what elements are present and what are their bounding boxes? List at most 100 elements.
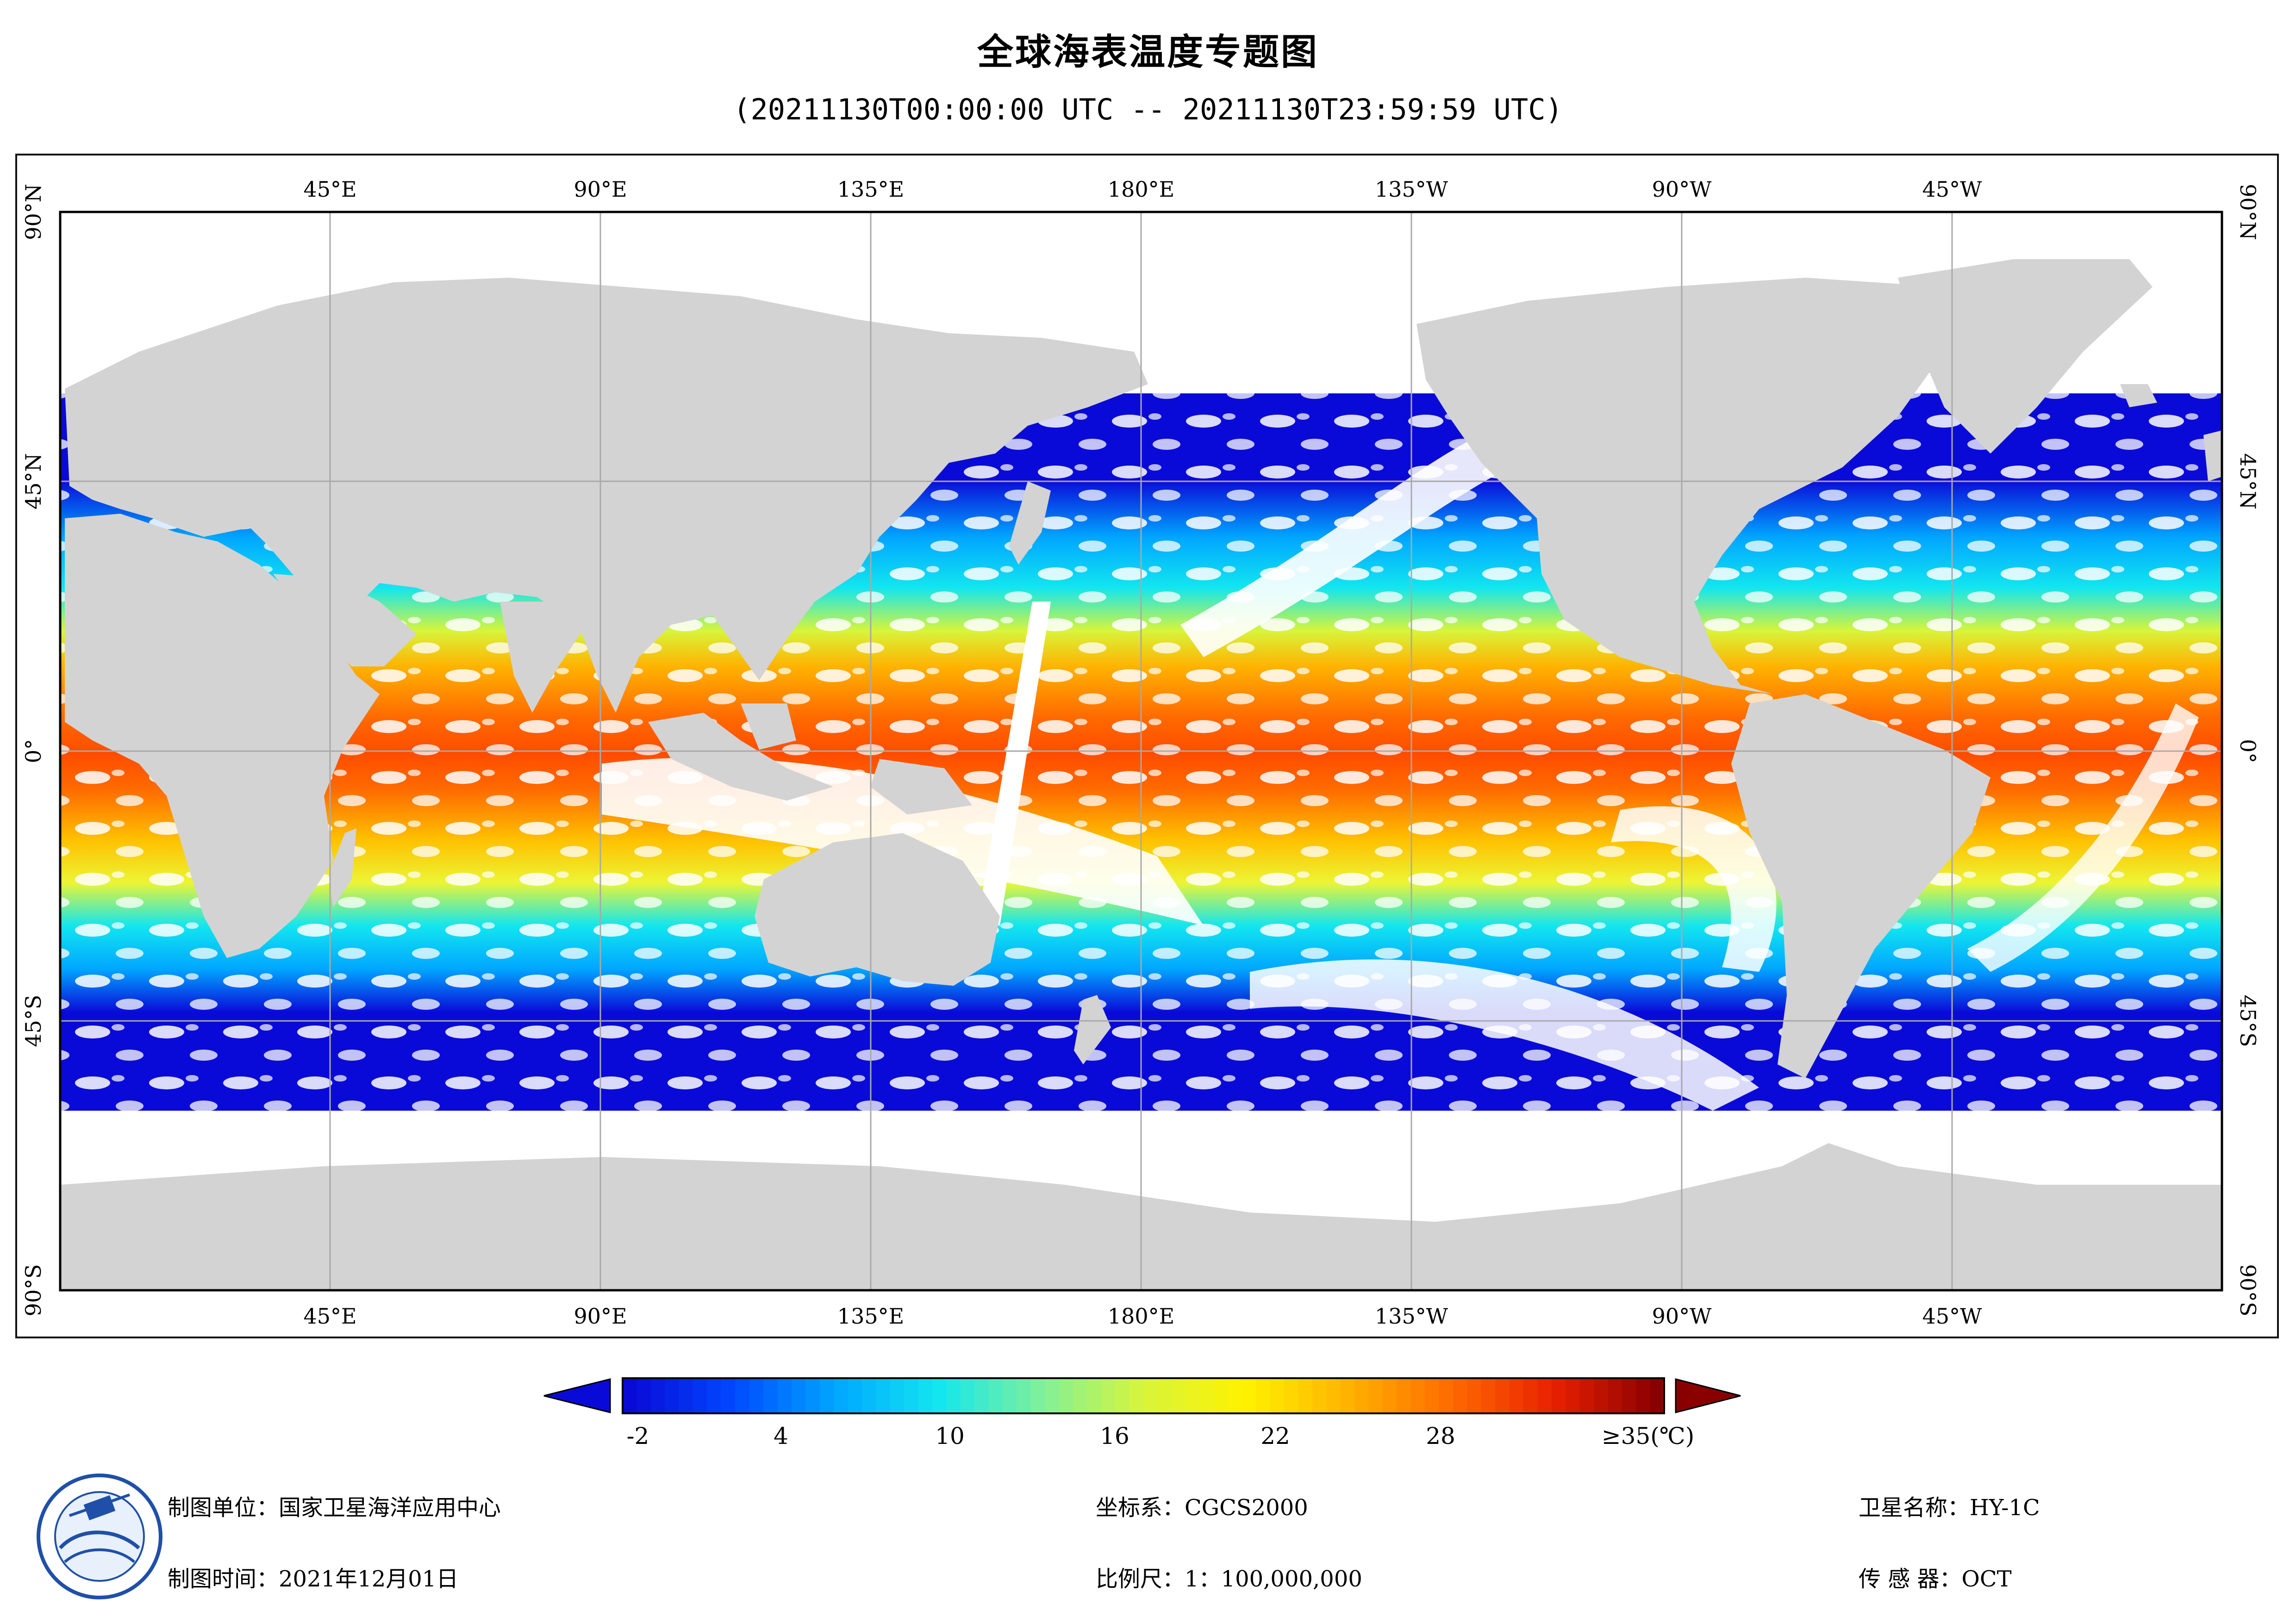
colorbar-cell — [1143, 1378, 1158, 1413]
org-label: 制图单位：国家卫星海洋应用中心 — [168, 1495, 501, 1521]
colorbar-cell — [1537, 1378, 1552, 1413]
colorbar-cell — [932, 1378, 947, 1413]
colorbar-cell — [1228, 1378, 1242, 1413]
lon-tick-top: 135°E — [837, 177, 904, 202]
lon-tick-bottom: 45°E — [303, 1304, 356, 1329]
lat-tick-right: 45°N — [2235, 453, 2260, 510]
colorbar-tick-label: ≥35(℃) — [1602, 1423, 1694, 1449]
colorbar-cell — [1650, 1378, 1665, 1413]
colorbar-cell — [1073, 1378, 1087, 1413]
colorbar-cell — [918, 1378, 933, 1413]
colorbar-cell — [834, 1378, 849, 1413]
colorbar-cell — [721, 1378, 736, 1413]
colorbar-cell — [1340, 1378, 1355, 1413]
lat-tick-left: 45°S — [21, 995, 46, 1047]
colorbar-cell — [819, 1378, 834, 1413]
colorbar-cell — [1087, 1378, 1102, 1413]
colorbar-tick-label: -2 — [627, 1423, 649, 1449]
lat-tick-left: 0° — [21, 739, 46, 763]
lon-tick-top: 180°E — [1108, 177, 1174, 202]
colorbar-cell — [1002, 1378, 1017, 1413]
colorbar-cell — [1410, 1378, 1425, 1413]
colorbar-min-arrow — [543, 1378, 611, 1413]
colorbar-cell — [1439, 1378, 1454, 1413]
lon-tick-bottom: 90°E — [574, 1304, 627, 1329]
colorbar-cell — [1312, 1378, 1327, 1413]
colorbar-cell — [791, 1378, 806, 1413]
colorbar-cell — [1199, 1378, 1214, 1413]
colorbar-cell — [623, 1378, 637, 1413]
colorbar-cell — [1242, 1378, 1256, 1413]
colorbar-cell — [707, 1378, 722, 1413]
colorbar-cell — [1453, 1378, 1467, 1413]
colorbar-cell — [1298, 1378, 1313, 1413]
colorbar-cell — [1636, 1378, 1651, 1413]
colorbar-cell — [1481, 1378, 1496, 1413]
colorbar-cell — [1185, 1378, 1200, 1413]
colorbar-cell — [1368, 1378, 1383, 1413]
colorbar-cell — [1129, 1378, 1144, 1413]
lon-tick-bottom: 45°W — [1922, 1304, 1983, 1329]
colorbar-cell — [636, 1378, 651, 1413]
satellite-label: 卫星名称：HY-1C — [1859, 1495, 2040, 1521]
colorbar-cell — [1030, 1378, 1045, 1413]
colorbar-cell — [1214, 1378, 1228, 1413]
colorbar-cell — [876, 1378, 891, 1413]
map-title: 全球海表温度专题图 — [977, 31, 1319, 73]
colorbar-cell — [1171, 1378, 1186, 1413]
colorbar-cell — [1467, 1378, 1482, 1413]
colorbar-cell — [1326, 1378, 1341, 1413]
colorbar-cell — [1397, 1378, 1411, 1413]
lat-tick-right: 45°S — [2235, 995, 2260, 1047]
colorbar-cell — [763, 1378, 778, 1413]
colorbar-cell — [1608, 1378, 1622, 1413]
colorbar-cell — [1284, 1378, 1299, 1413]
colorbar-tick-label: 28 — [1426, 1423, 1455, 1449]
colorbar-cell — [1425, 1378, 1440, 1413]
colorbar-tick-label: 16 — [1100, 1423, 1129, 1449]
time-label: 制图时间：2021年12月01日 — [168, 1566, 459, 1592]
sensor-label: 传 感 器：OCT — [1859, 1566, 2012, 1592]
lon-tick-top: 45°E — [303, 177, 356, 202]
colorbar-cell — [665, 1378, 680, 1413]
colorbar-cell — [1256, 1378, 1271, 1413]
colorbar-cell — [650, 1378, 665, 1413]
colorbar-max-arrow — [1675, 1378, 1741, 1413]
colorbar-cell — [735, 1378, 750, 1413]
nsoas-logo — [37, 1474, 162, 1599]
colorbar-tick-label: 10 — [935, 1423, 965, 1449]
scale-label: 比例尺：1：100,000,000 — [1096, 1566, 1362, 1592]
graticule — [60, 212, 2222, 1290]
colorbar-cell — [1157, 1378, 1172, 1413]
lon-tick-top: 135°W — [1375, 177, 1448, 202]
colorbar-cell — [890, 1378, 905, 1413]
colorbar-cell — [1101, 1378, 1116, 1413]
map-border — [59, 211, 2223, 1292]
colorbar-cell — [805, 1378, 820, 1413]
colorbar-cell — [679, 1378, 693, 1413]
lat-tick-left: 90°S — [21, 1264, 46, 1316]
colorbar-cell — [1017, 1378, 1031, 1413]
colorbar-cell — [693, 1378, 707, 1413]
lat-tick-right: 0° — [2235, 739, 2260, 763]
colorbar-tick-label: 4 — [774, 1423, 788, 1449]
lat-tick-right: 90°N — [2235, 184, 2260, 240]
lat-tick-right: 90°S — [2235, 1264, 2260, 1316]
colorbar-cell — [988, 1378, 1003, 1413]
colorbar-cell — [1622, 1378, 1636, 1413]
colorbar-cell — [1509, 1378, 1524, 1413]
lon-tick-bottom: 180°E — [1108, 1304, 1174, 1329]
colorbar-cell — [974, 1378, 989, 1413]
map-frame — [15, 154, 2279, 1338]
crs-label: 坐标系：CGCS2000 — [1096, 1495, 1308, 1521]
colorbar: -2 4 10 16 22 28 ≥35(℃) — [543, 1377, 1741, 1449]
colorbar-cell — [1354, 1378, 1369, 1413]
colorbar-cell — [946, 1378, 961, 1413]
colorbar-cell — [848, 1378, 862, 1413]
colorbar-cell — [1566, 1378, 1580, 1413]
lat-tick-left: 45°N — [21, 453, 46, 510]
colorbar-cell — [1115, 1378, 1130, 1413]
lon-tick-bottom: 135°W — [1375, 1304, 1448, 1329]
colorbar-cell — [1523, 1378, 1538, 1413]
lon-tick-top: 45°W — [1922, 177, 1983, 202]
